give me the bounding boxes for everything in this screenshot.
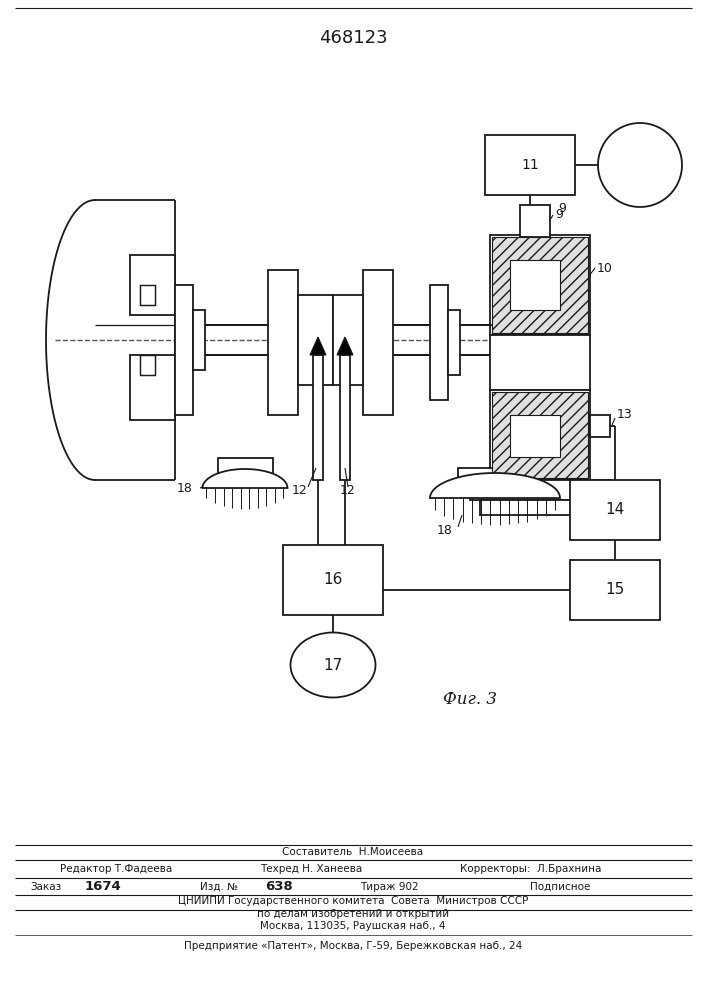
Text: Техред Н. Ханеева: Техред Н. Ханеева (260, 864, 362, 874)
Text: Москва, 113035, Раушская наб., 4: Москва, 113035, Раушская наб., 4 (260, 921, 445, 931)
Circle shape (598, 123, 682, 207)
Bar (590, 415, 610, 437)
Text: Предприятие «Патент», Москва, Г-59, Бережковская наб., 24: Предприятие «Патент», Москва, Г-59, Бере… (184, 941, 522, 951)
Ellipse shape (291, 633, 375, 698)
Polygon shape (202, 469, 288, 488)
Bar (490, 335, 590, 390)
Bar (140, 285, 155, 305)
Bar (470, 480, 610, 500)
Bar (490, 390, 590, 480)
Text: 10: 10 (597, 261, 613, 274)
Bar (510, 260, 560, 310)
Text: Изд. №: Изд. № (200, 882, 238, 892)
Text: 18: 18 (437, 524, 453, 536)
Bar (485, 135, 575, 195)
Text: Заказ: Заказ (30, 882, 62, 892)
Text: 12: 12 (340, 484, 356, 496)
Bar (448, 310, 460, 375)
Bar (193, 310, 205, 370)
Bar (283, 545, 383, 615)
Text: Тираж 902: Тираж 902 (360, 882, 419, 892)
Bar (570, 480, 660, 540)
Bar (130, 255, 175, 315)
Text: 1674: 1674 (85, 880, 122, 894)
Text: 13: 13 (617, 408, 633, 422)
Bar (218, 458, 273, 483)
Bar (570, 560, 660, 620)
Text: Составитель  Н.Моисеева: Составитель Н.Моисеева (282, 847, 423, 857)
Bar (430, 285, 448, 400)
Text: 638: 638 (265, 880, 293, 894)
Text: 12: 12 (292, 484, 308, 496)
Text: ЦНИИПИ Государственного комитета  Совета  Министров СССР: ЦНИИПИ Государственного комитета Совета … (178, 896, 528, 906)
Polygon shape (310, 337, 326, 355)
Bar (458, 468, 533, 493)
Bar (130, 355, 175, 420)
Polygon shape (430, 473, 560, 498)
Bar (492, 237, 588, 333)
Text: 11: 11 (521, 158, 539, 172)
Bar (140, 355, 155, 375)
Text: Фиг. 3: Фиг. 3 (443, 692, 497, 708)
Bar (175, 285, 193, 415)
Bar (298, 295, 333, 385)
Text: 15: 15 (605, 582, 624, 597)
Text: Редактор Т.Фадеева: Редактор Т.Фадеева (60, 864, 173, 874)
Text: по делам изобретений и открытий: по делам изобретений и открытий (257, 909, 449, 919)
Bar (333, 295, 363, 385)
Polygon shape (337, 337, 353, 355)
Text: 14: 14 (605, 502, 624, 518)
Text: 9: 9 (558, 202, 566, 215)
Bar (363, 270, 393, 415)
Bar (520, 205, 550, 237)
Bar (480, 500, 600, 515)
Text: 468123: 468123 (319, 29, 387, 47)
Bar (268, 270, 298, 415)
Text: Корректоры:  Л.Брахнина: Корректоры: Л.Брахнина (460, 864, 602, 874)
Bar (490, 235, 590, 335)
Text: 16: 16 (323, 572, 343, 587)
Text: 18: 18 (177, 482, 193, 494)
Text: 9: 9 (555, 209, 563, 222)
Bar (492, 392, 588, 478)
Bar (510, 415, 560, 457)
Text: Подписное: Подписное (530, 882, 590, 892)
Bar (313, 355, 323, 480)
Text: 17: 17 (323, 658, 343, 672)
Bar (340, 355, 350, 480)
